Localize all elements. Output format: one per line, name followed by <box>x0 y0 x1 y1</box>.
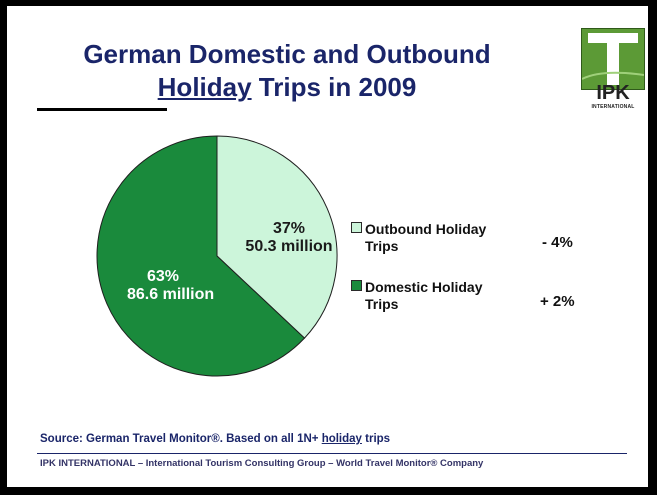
pie-label-outbound-percent: 37% <box>272 220 306 237</box>
legend-item-domestic: Domestic Holiday Trips <box>351 279 482 313</box>
logo-text: IPK <box>596 82 630 104</box>
source-underlined-word: holiday <box>321 433 362 445</box>
legend-outbound-line2: Trips <box>365 238 399 254</box>
footer-text: IPK INTERNATIONAL – International Touris… <box>40 458 484 469</box>
legend-domestic-line1: Domestic Holiday <box>365 279 483 295</box>
title-rule <box>37 108 167 111</box>
source-prefix: Source: German Travel Monitor®. Based on… <box>40 433 322 445</box>
source-note: Source: German Travel Monitor®. Based on… <box>40 433 390 445</box>
chart-title: German Domestic and Outbound Holiday Tri… <box>27 38 547 104</box>
title-line-1: German Domestic and Outbound <box>83 39 491 69</box>
source-suffix: trips <box>361 433 391 445</box>
title-line-2: Holiday Trips in 2009 <box>27 71 547 104</box>
pie-slice-domestic <box>96 135 306 377</box>
legend-swatch-outbound <box>351 222 362 233</box>
legend-outbound-line1: Outbound Holiday <box>365 221 487 237</box>
logo-subtext: INTERNATIONAL <box>591 104 635 110</box>
footer-rule <box>37 453 627 454</box>
pie-label-domestic-percent: 63% <box>147 268 180 285</box>
slide: German Domestic and Outbound Holiday Tri… <box>7 6 648 487</box>
legend-domestic-line2: Trips <box>365 296 399 312</box>
ipk-logo: IPK INTERNATIONAL <box>579 28 647 110</box>
pie-label-outbound-value: 50.3 million <box>245 238 333 255</box>
legend-change-domestic: + 2% <box>540 293 575 310</box>
pie-label-outbound: 37% 50.3 million <box>229 220 349 256</box>
legend-swatch-domestic <box>351 280 362 291</box>
title-underlined-word: Holiday <box>157 72 252 102</box>
logo-mark-icon <box>581 28 645 90</box>
pie-chart <box>96 135 338 377</box>
legend-item-outbound: Outbound Holiday Trips <box>351 221 486 255</box>
pie-label-domestic: 63% 86.6 million <box>127 268 247 304</box>
pie-label-domestic-value: 86.6 million <box>127 286 215 303</box>
title-line-2-rest: Trips in 2009 <box>251 72 417 102</box>
legend-change-outbound: - 4% <box>542 234 573 251</box>
pie-slice-outbound <box>216 135 338 339</box>
